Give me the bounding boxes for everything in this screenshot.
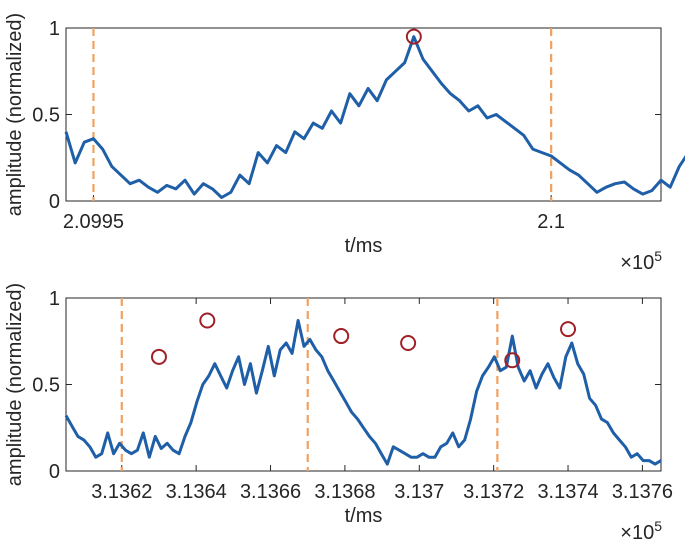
x-tick-label: 2.1 (537, 211, 565, 233)
x-tick-label: 3.1366 (240, 481, 301, 503)
peak-marker (150, 348, 167, 365)
x-exponent-power: 5 (654, 248, 662, 264)
peak-marker (560, 321, 577, 338)
peak-marker (504, 352, 521, 369)
x-tick-label: 3.1376 (612, 481, 673, 503)
peak-marker (199, 312, 216, 329)
x-exponent-base: ×10 (620, 522, 654, 540)
y-tick-label: 1 (49, 288, 60, 310)
x-exponent-label: ×105 (620, 518, 662, 540)
x-tick-label: 2.0995 (63, 211, 124, 233)
x-tick-label: 3.1364 (166, 481, 227, 503)
x-tick-label: 3.137 (394, 481, 444, 503)
peak-marker (400, 334, 417, 351)
axes-frame (65, 27, 662, 202)
x-exponent-base: ×10 (620, 252, 654, 274)
peak-marker (405, 28, 422, 45)
x-tick-label: 3.1374 (537, 481, 598, 503)
x-tick-label: 3.1368 (314, 481, 375, 503)
x-tick-label: 3.1362 (91, 481, 152, 503)
series-line (64, 35, 685, 199)
y-tick-label: 0 (49, 191, 60, 213)
series-line (64, 319, 662, 466)
x-axis-label: t/ms (345, 505, 383, 527)
x-tick-label: 3.1372 (463, 481, 524, 503)
x-exponent-label: ×105 (620, 248, 662, 274)
y-tick-label: 1 (49, 18, 60, 40)
y-axis-label: amplitude (normalized) (4, 283, 26, 486)
y-tick-label: 0.5 (32, 375, 60, 397)
x-exponent-power: 5 (654, 518, 662, 534)
y-tick-label: 0 (49, 461, 60, 483)
peak-marker (333, 328, 350, 345)
chart-2: 0 0.5 1 3.1362 3.1364 3.1366 3.1368 3.137 3.1372… (4, 283, 673, 540)
y-tick-label: 0.5 (32, 105, 60, 127)
y-axis-label: amplitude (normalized) (4, 13, 26, 216)
x-axis-label: t/ms (345, 235, 383, 257)
